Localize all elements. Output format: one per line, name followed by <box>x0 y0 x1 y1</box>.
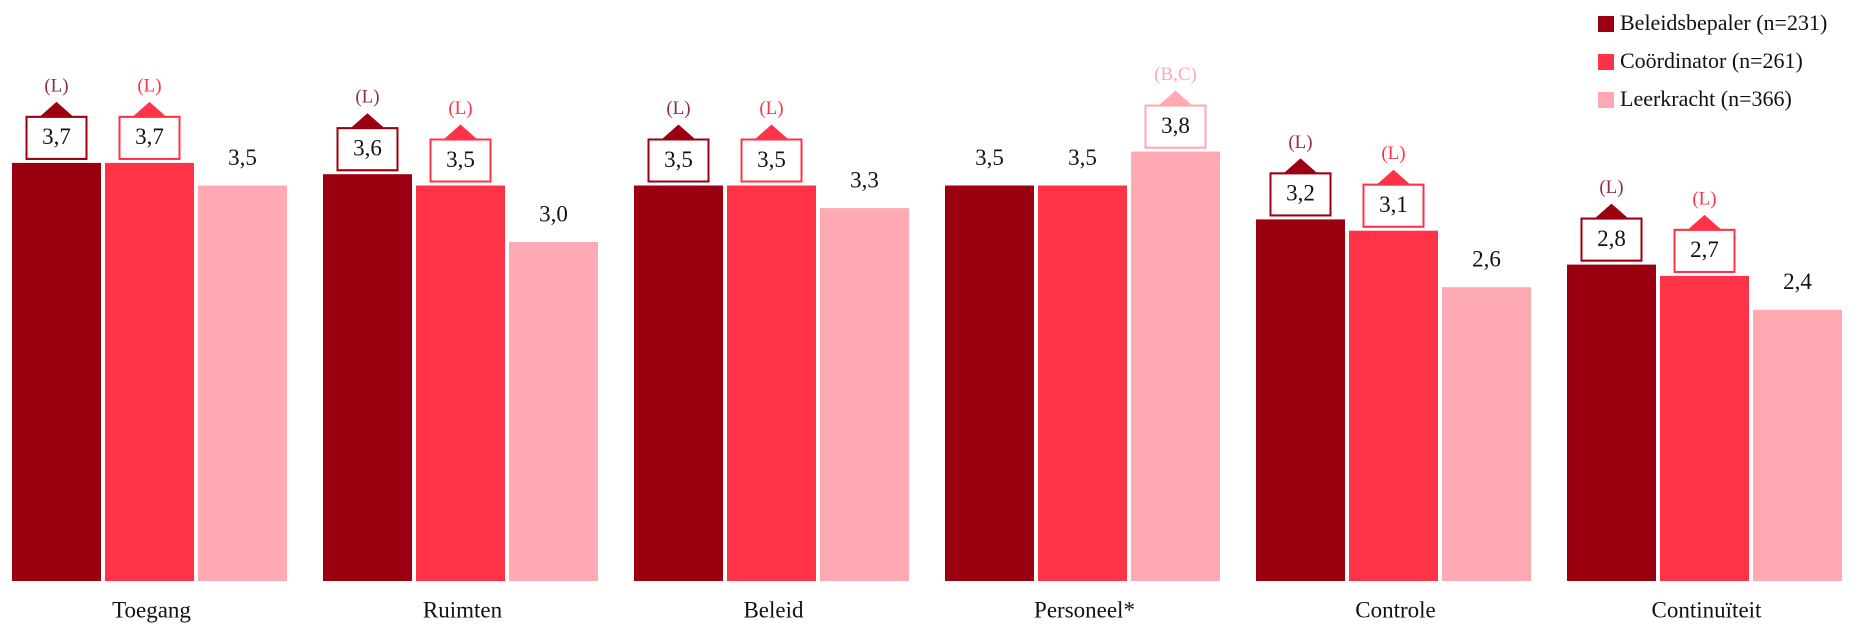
significance-box-frame <box>1144 104 1207 149</box>
value-label: 3,2 <box>1286 181 1315 206</box>
bar <box>509 242 598 581</box>
significance-arrow <box>754 124 789 140</box>
significance-label: (B,C) <box>1154 64 1197 85</box>
value-label: 3,3 <box>850 167 879 192</box>
significance-label: (L) <box>137 75 161 96</box>
significance-label: (L) <box>666 98 690 119</box>
significance-label: (L) <box>1599 177 1623 198</box>
value-label: 3,6 <box>353 135 382 160</box>
significance-arrow <box>350 113 385 129</box>
bar <box>1256 219 1345 581</box>
x-tick-label: Ruimten <box>423 597 503 622</box>
value-label: 3,5 <box>664 147 693 172</box>
legend-swatch <box>1598 16 1614 32</box>
significance-label: (L) <box>1381 143 1405 164</box>
significance-arrow <box>443 124 478 140</box>
bar <box>945 185 1034 581</box>
significance-label: (L) <box>759 98 783 119</box>
value-label: 3,5 <box>975 145 1004 170</box>
significance-box-frame <box>429 138 492 183</box>
legend-label: Beleidsbepaler (n=231) <box>1620 10 1827 35</box>
legend-label: Leerkracht (n=366) <box>1620 86 1792 111</box>
value-label: 3,0 <box>539 201 568 226</box>
legend-swatch <box>1598 54 1614 70</box>
significance-arrow <box>1687 214 1722 230</box>
bar <box>198 185 287 581</box>
value-label: 3,7 <box>42 124 71 149</box>
value-label: 2,6 <box>1472 246 1501 271</box>
significance-arrow <box>1376 169 1411 185</box>
significance-label: (L) <box>1692 188 1716 209</box>
value-label: 2,4 <box>1783 269 1812 294</box>
value-label: 2,8 <box>1597 226 1626 251</box>
value-label: 3,5 <box>446 147 475 172</box>
bar <box>12 162 101 581</box>
significance-arrow <box>132 101 167 117</box>
value-label: 3,1 <box>1379 192 1408 217</box>
significance-arrow <box>1594 203 1629 219</box>
bar <box>1753 309 1842 581</box>
x-tick-label: Controle <box>1355 597 1436 622</box>
value-label: 3,5 <box>228 145 257 170</box>
bar <box>820 208 909 581</box>
value-label: 3,7 <box>135 124 164 149</box>
x-tick-label: Beleid <box>743 597 804 622</box>
value-label: 3,5 <box>1068 145 1097 170</box>
legend-swatch <box>1598 92 1614 108</box>
bar <box>1442 287 1531 581</box>
bar <box>634 185 723 581</box>
significance-label: (L) <box>355 87 379 108</box>
significance-box-frame <box>118 115 181 160</box>
bar <box>105 162 194 581</box>
significance-arrow <box>1158 90 1193 106</box>
significance-box-frame <box>647 138 710 183</box>
bar <box>1131 151 1220 581</box>
significance-label: (L) <box>448 98 472 119</box>
value-label: 3,5 <box>757 147 786 172</box>
bar <box>727 185 816 581</box>
bar <box>1038 185 1127 581</box>
significance-box-frame <box>1673 228 1736 273</box>
legend-label: Coördinator (n=261) <box>1620 48 1803 73</box>
bar <box>1567 264 1656 581</box>
significance-label: (L) <box>1288 132 1312 153</box>
significance-arrow <box>39 101 74 117</box>
bar <box>416 185 505 581</box>
x-tick-label: Toegang <box>112 597 191 622</box>
bar <box>1349 230 1438 581</box>
significance-label: (L) <box>44 75 68 96</box>
significance-arrow <box>1283 158 1318 174</box>
x-tick-label: Continuïteit <box>1652 597 1763 622</box>
bar <box>1660 275 1749 581</box>
bar <box>323 174 412 581</box>
significance-arrow <box>661 124 696 140</box>
x-tick-label: Personeel* <box>1034 597 1135 622</box>
value-label: 2,7 <box>1690 237 1719 262</box>
value-label: 3,8 <box>1161 113 1190 138</box>
